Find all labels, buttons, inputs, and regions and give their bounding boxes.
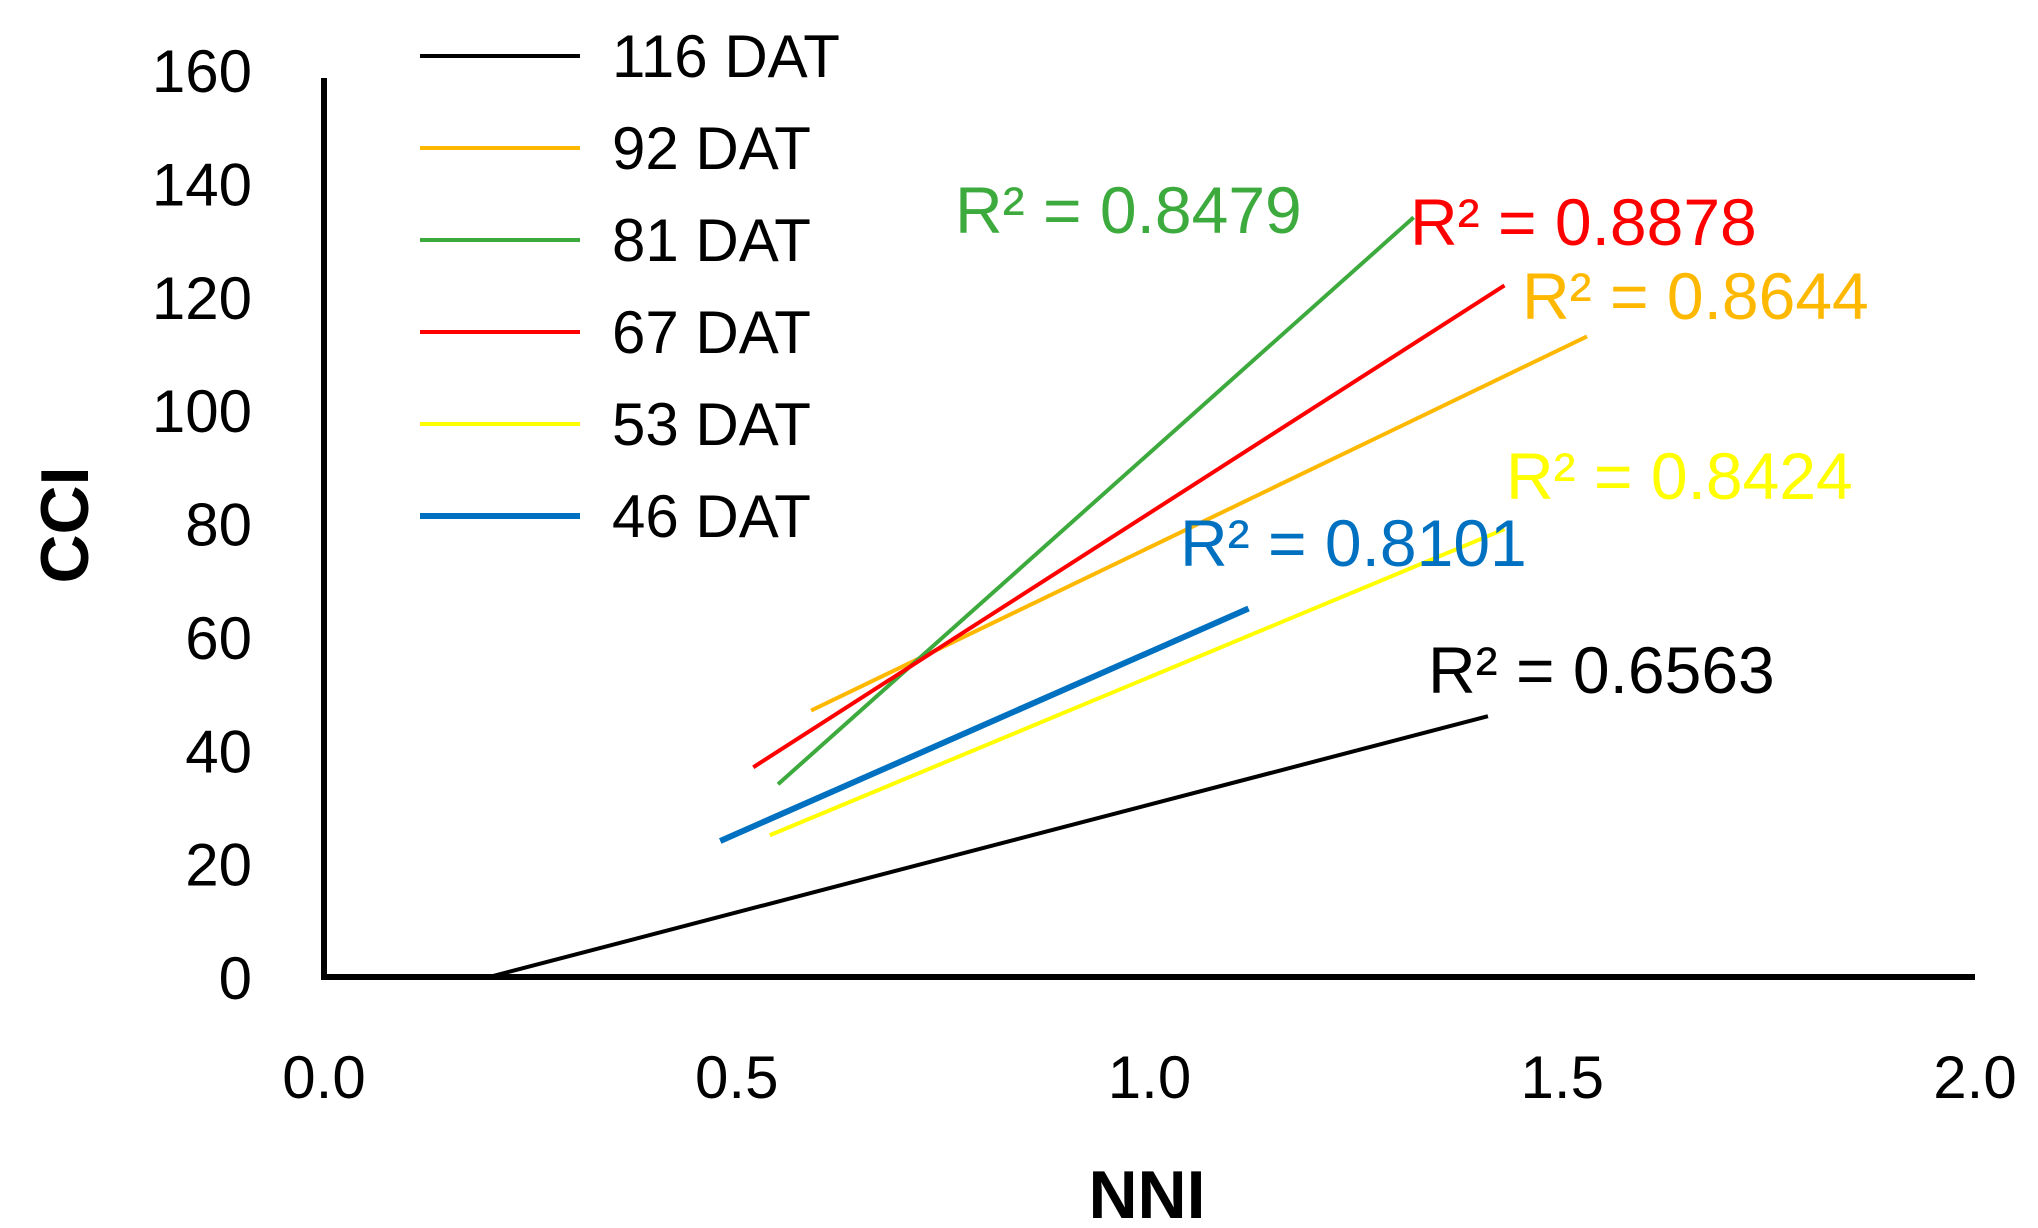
y-tick-label: 120: [152, 265, 252, 332]
x-axis-ticks: 0.0 0.5 1.0 1.5 2.0: [282, 1044, 2016, 1111]
r2-label-81-dat: R² = 0.8479: [955, 173, 1302, 247]
trend-lines: [488, 215, 1588, 979]
x-axis-title: NNI: [1088, 1157, 1205, 1228]
x-tick-label: 2.0: [1933, 1044, 2016, 1111]
r2-labels: R² = 0.6563 R² = 0.8644 R² = 0.8479 R² = 0.…: [955, 173, 1869, 707]
x-tick-label: 0.5: [695, 1044, 778, 1111]
r2-label-116-dat: R² = 0.6563: [1428, 633, 1775, 707]
y-axis-ticks: 0 20 40 60 80 100 120 140 160: [152, 38, 252, 1012]
legend-label: 46 DAT: [612, 483, 811, 550]
r2-label-53-dat: R² = 0.8424: [1506, 439, 1853, 513]
legend: 116 DAT 92 DAT 81 DAT 67 DAT 53 DAT 46 DAT: [420, 23, 840, 550]
y-tick-label: 140: [152, 151, 252, 218]
y-tick-label: 40: [185, 718, 252, 785]
r2-label-46-dat: R² = 0.8101: [1180, 506, 1527, 580]
series-line-81-dat: [776, 215, 1415, 786]
y-tick-label: 160: [152, 38, 252, 105]
y-tick-label: 20: [185, 832, 252, 899]
legend-label: 81 DAT: [612, 207, 811, 274]
y-tick-label: 0: [219, 945, 252, 1012]
r2-label-92-dat: R² = 0.8644: [1522, 259, 1869, 333]
y-axis-title: CCI: [27, 466, 103, 583]
series-line-116-dat: [488, 714, 1489, 979]
series-line-46-dat: [719, 605, 1250, 844]
y-tick-label: 80: [185, 492, 252, 559]
y-tick-label: 100: [152, 378, 252, 445]
x-tick-label: 1.5: [1521, 1044, 1604, 1111]
x-tick-label: 1.0: [1108, 1044, 1191, 1111]
r2-label-67-dat: R² = 0.8878: [1410, 185, 1757, 259]
series-line-53-dat: [769, 527, 1506, 838]
series-line-67-dat: [752, 283, 1506, 769]
legend-label: 67 DAT: [612, 299, 811, 366]
x-tick-label: 0.0: [282, 1044, 365, 1111]
y-tick-label: 60: [185, 605, 252, 672]
legend-label: 116 DAT: [612, 23, 840, 90]
legend-label: 53 DAT: [612, 391, 811, 458]
legend-label: 92 DAT: [612, 115, 811, 182]
